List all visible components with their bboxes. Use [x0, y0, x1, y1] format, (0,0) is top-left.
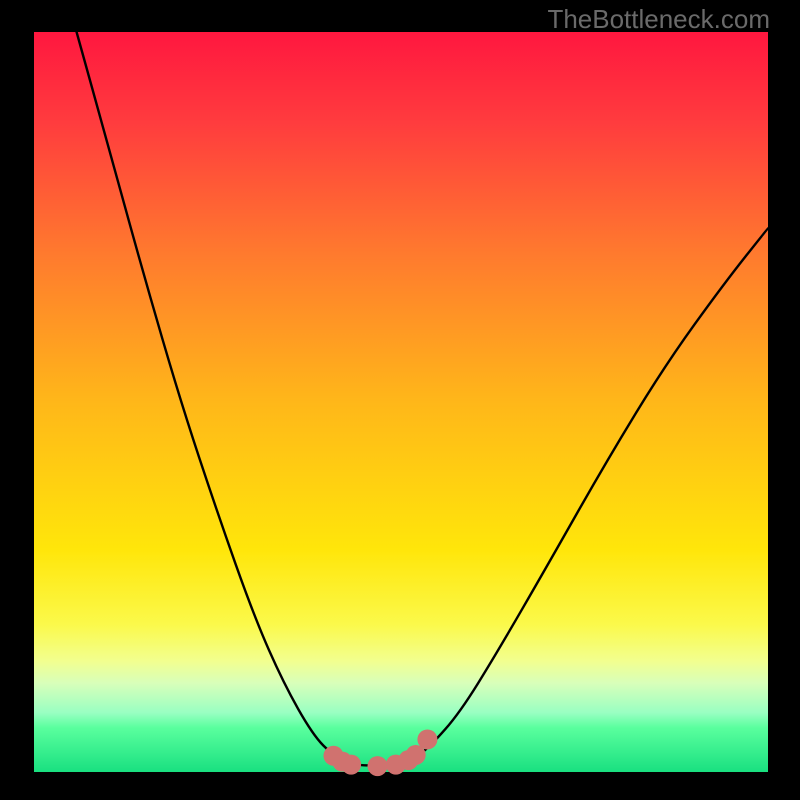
- bottleneck-curve: [77, 32, 768, 766]
- curve-marker: [341, 755, 361, 775]
- chart-svg: [34, 32, 768, 772]
- curve-marker: [368, 756, 388, 776]
- plot-area: [34, 32, 768, 772]
- curve-marker: [417, 729, 437, 749]
- watermark-text: TheBottleneck.com: [547, 4, 770, 35]
- curve-markers: [323, 729, 437, 776]
